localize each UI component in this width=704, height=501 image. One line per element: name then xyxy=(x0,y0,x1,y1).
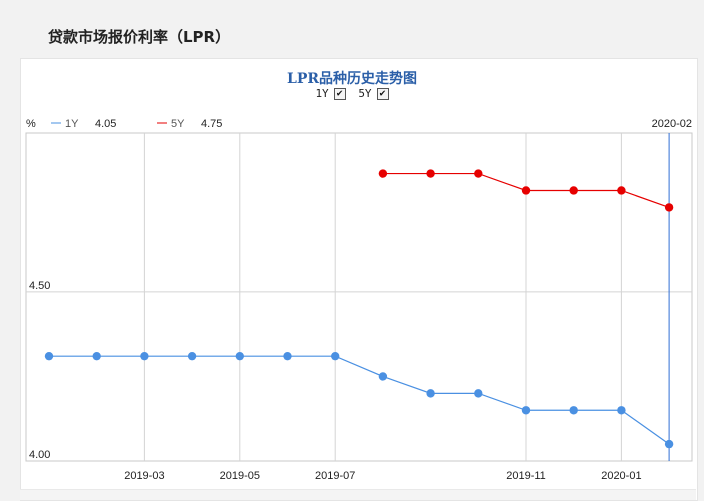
x-tick-label: 2019-05 xyxy=(220,470,260,482)
data-point-1y[interactable] xyxy=(569,406,578,415)
chart-title: LPR品种历史走势图 xyxy=(286,71,417,87)
toggle-1y[interactable]: 1Y ✔ xyxy=(315,87,346,100)
data-point-5y[interactable] xyxy=(474,169,483,178)
data-point-1y[interactable] xyxy=(44,351,54,361)
data-point-1y[interactable] xyxy=(521,406,531,415)
data-point-1y[interactable] xyxy=(474,389,483,398)
data-point-1y[interactable] xyxy=(283,351,292,361)
data-point-1y[interactable] xyxy=(92,351,101,361)
toggle-1y-label: 1Y xyxy=(315,87,329,100)
page-title: 贷款市场报价利率（LPR） xyxy=(48,28,231,46)
chart-panel xyxy=(20,58,698,501)
legend-value-5y: 4.75 xyxy=(201,118,222,130)
data-point-1y[interactable] xyxy=(617,406,626,415)
toggle-5y-label: 5Y xyxy=(358,87,372,100)
x-tick-label: 2019-07 xyxy=(315,470,355,482)
data-point-1y[interactable] xyxy=(331,351,340,361)
x-tick-label: 2019-03 xyxy=(124,470,164,482)
data-point-1y[interactable] xyxy=(664,439,674,449)
legend-name-5y: 5Y xyxy=(171,118,185,130)
toggle-1y-checkbox[interactable]: ✔ xyxy=(333,87,346,100)
x-tick-label: 2020-01 xyxy=(601,470,641,482)
series-line-1y xyxy=(49,355,670,445)
data-point-1y[interactable] xyxy=(187,351,197,361)
bottom-strip xyxy=(20,489,696,500)
data-point-1y[interactable] xyxy=(378,372,388,381)
x-tick-label: 2019-11 xyxy=(506,470,546,482)
legend-name-1y: 1Y xyxy=(65,118,79,130)
data-point-1y[interactable] xyxy=(426,389,435,398)
data-point-1y[interactable] xyxy=(140,351,149,361)
data-point-5y[interactable] xyxy=(617,186,626,195)
data-point-5y[interactable] xyxy=(664,203,674,212)
y-tick-label: 4.50 xyxy=(29,280,50,292)
data-point-5y[interactable] xyxy=(569,186,578,195)
data-point-1y[interactable] xyxy=(235,351,244,361)
plot-area xyxy=(25,132,693,462)
toggle-5y[interactable]: 5Y ✔ xyxy=(358,87,389,100)
legend-unit: % xyxy=(26,118,36,130)
legend-date: 2020-02 xyxy=(652,118,692,130)
legend-value-1y: 4.05 xyxy=(95,118,116,130)
data-point-5y[interactable] xyxy=(426,169,435,178)
toggle-5y-checkbox[interactable]: ✔ xyxy=(376,87,389,100)
series-toggles: 1Y ✔ 5Y ✔ xyxy=(0,87,704,100)
y-tick-label: 4.00 xyxy=(29,449,50,461)
data-point-5y[interactable] xyxy=(521,186,531,195)
data-point-5y[interactable] xyxy=(378,169,388,178)
